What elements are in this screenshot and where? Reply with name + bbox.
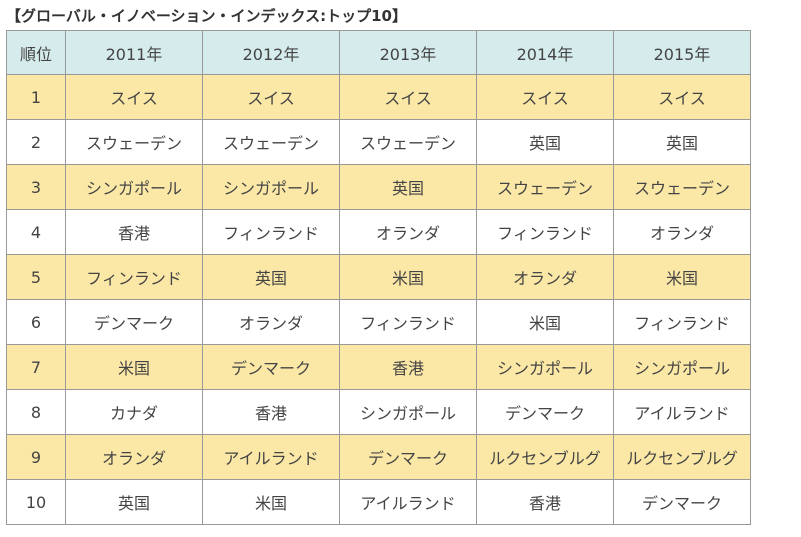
country-cell: アイルランド — [339, 479, 477, 525]
rank-cell: 1 — [6, 74, 66, 120]
table-row: 10 英国 米国 アイルランド 香港 デンマーク — [6, 479, 751, 525]
country-cell: スイス — [202, 74, 340, 120]
country-cell: オランダ — [339, 209, 477, 255]
table-header-row: 順位 2011年 2012年 2013年 2014年 2015年 — [6, 30, 751, 75]
rank-cell: 10 — [6, 479, 66, 525]
country-cell: デンマーク — [613, 479, 751, 525]
country-cell: スイス — [339, 74, 477, 120]
rank-cell: 4 — [6, 209, 66, 255]
header-year-2011: 2011年 — [65, 30, 203, 75]
country-cell: オランダ — [65, 434, 203, 480]
rank-cell: 8 — [6, 389, 66, 435]
country-cell: 米国 — [613, 254, 751, 300]
country-cell: シンガポール — [202, 164, 340, 210]
country-cell: 米国 — [65, 344, 203, 390]
table-row: 1 スイス スイス スイス スイス スイス — [6, 74, 751, 120]
country-cell: 香港 — [339, 344, 477, 390]
country-cell: スウェーデン — [339, 119, 477, 165]
rank-cell: 7 — [6, 344, 66, 390]
country-cell: アイルランド — [613, 389, 751, 435]
country-cell: シンガポール — [339, 389, 477, 435]
country-cell: 香港 — [476, 479, 614, 525]
country-cell: ルクセンブルグ — [476, 434, 614, 480]
country-cell: デンマーク — [476, 389, 614, 435]
country-cell: アイルランド — [202, 434, 340, 480]
country-cell: シンガポール — [65, 164, 203, 210]
country-cell: 米国 — [476, 299, 614, 345]
country-cell: 米国 — [202, 479, 340, 525]
header-year-2015: 2015年 — [613, 30, 751, 75]
table-row: 7 米国 デンマーク 香港 シンガポール シンガポール — [6, 344, 751, 390]
rank-cell: 3 — [6, 164, 66, 210]
table-title: 【グローバル・イノベーション・インデックス:トップ10】 — [6, 7, 407, 25]
country-cell: 英国 — [202, 254, 340, 300]
country-cell: シンガポール — [476, 344, 614, 390]
country-cell: フィンランド — [202, 209, 340, 255]
rank-cell: 2 — [6, 119, 66, 165]
country-cell: スウェーデン — [65, 119, 203, 165]
country-cell: スイス — [476, 74, 614, 120]
country-cell: フィンランド — [476, 209, 614, 255]
country-cell: 米国 — [339, 254, 477, 300]
country-cell: 英国 — [65, 479, 203, 525]
country-cell: オランダ — [476, 254, 614, 300]
country-cell: デンマーク — [202, 344, 340, 390]
country-cell: スウェーデン — [613, 164, 751, 210]
table-row: 5 フィンランド 英国 米国 オランダ 米国 — [6, 254, 751, 300]
table-body: 1 スイス スイス スイス スイス スイス 2 スウェーデン スウェーデン スウェーデン 英国 英国 3… — [6, 74, 751, 525]
rank-cell: 9 — [6, 434, 66, 480]
table-row: 6 デンマーク オランダ フィンランド 米国 フィンランド — [6, 299, 751, 345]
country-cell: フィンランド — [613, 299, 751, 345]
country-cell: フィンランド — [65, 254, 203, 300]
rank-cell: 5 — [6, 254, 66, 300]
table-row: 8 カナダ 香港 シンガポール デンマーク アイルランド — [6, 389, 751, 435]
rank-cell: 6 — [6, 299, 66, 345]
country-cell: 英国 — [476, 119, 614, 165]
country-cell: 英国 — [339, 164, 477, 210]
table-row: 2 スウェーデン スウェーデン スウェーデン 英国 英国 — [6, 119, 751, 165]
country-cell: スウェーデン — [476, 164, 614, 210]
header-year-2014: 2014年 — [476, 30, 614, 75]
country-cell: オランダ — [613, 209, 751, 255]
country-cell: 英国 — [613, 119, 751, 165]
ranking-table: 順位 2011年 2012年 2013年 2014年 2015年 1 スイス スイス… — [6, 30, 751, 525]
country-cell: フィンランド — [339, 299, 477, 345]
country-cell: デンマーク — [65, 299, 203, 345]
header-year-2013: 2013年 — [339, 30, 477, 75]
header-rank: 順位 — [6, 30, 66, 75]
country-cell: デンマーク — [339, 434, 477, 480]
header-year-2012: 2012年 — [202, 30, 340, 75]
table-row: 9 オランダ アイルランド デンマーク ルクセンブルグ ルクセンブルグ — [6, 434, 751, 480]
country-cell: スイス — [613, 74, 751, 120]
country-cell: シンガポール — [613, 344, 751, 390]
table-row: 3 シンガポール シンガポール 英国 スウェーデン スウェーデン — [6, 164, 751, 210]
country-cell: ルクセンブルグ — [613, 434, 751, 480]
country-cell: スウェーデン — [202, 119, 340, 165]
country-cell: スイス — [65, 74, 203, 120]
table-row: 4 香港 フィンランド オランダ フィンランド オランダ — [6, 209, 751, 255]
country-cell: オランダ — [202, 299, 340, 345]
country-cell: カナダ — [65, 389, 203, 435]
country-cell: 香港 — [202, 389, 340, 435]
country-cell: 香港 — [65, 209, 203, 255]
